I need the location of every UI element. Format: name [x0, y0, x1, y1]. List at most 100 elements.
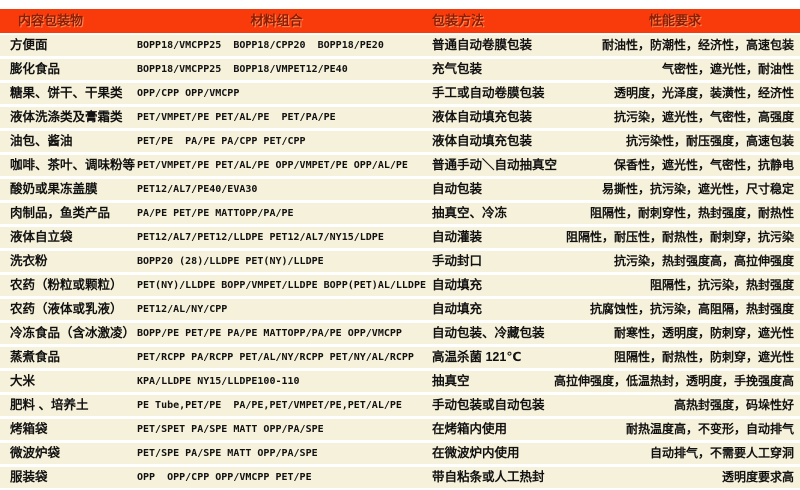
cell-content-item: 烤箱袋 — [10, 422, 48, 436]
cell-material-combination: PET12/AL/NY/CPP — [137, 304, 228, 315]
cell-content-item: 油包、酱油 — [10, 134, 73, 148]
cell-performance-requirements: 易撕性，抗污染，遮光性，尺寸稳定 — [601, 182, 794, 196]
cell-content-item: 服装袋 — [10, 470, 48, 484]
table-row: 洗衣粉 BOPP20 (28)/LLDPE PET(NY)/LLDPE 手动封口 抗污… — [0, 251, 800, 272]
cell-content-item: 液体自立袋 — [10, 230, 73, 244]
cell-performance-requirements: 气密性，遮光性，耐油性 — [661, 62, 794, 76]
cell-performance-requirements: 透明度要求高 — [721, 470, 794, 484]
cell-material-combination: OPP/CPP OPP/VMCPP — [137, 88, 240, 99]
cell-performance-requirements: 抗污染性，耐压强度，高速包装 — [625, 134, 794, 148]
cell-material-combination: PET/RCPP PA/RCPP PET/AL/NY/RCPP PET/NY/A… — [137, 352, 414, 363]
cell-performance-requirements: 自动排气，不需要人工穿洞 — [649, 446, 794, 460]
table-row: 膨化食品 BOPP18/VMCPP25 BOPP18/VMPET12/PE40 充气… — [0, 59, 800, 80]
table-row: 液体洗涤类及膏霜类 PET/VMPET/PE PET/AL/PE PET/PA/P… — [0, 107, 800, 128]
cell-packaging-method: 在烤箱内使用 — [432, 422, 508, 436]
cell-performance-requirements: 透明度，光泽度，装潢性，经济性 — [613, 86, 794, 100]
cell-performance-requirements: 抗污染，遮光性，气密性，高强度 — [613, 110, 794, 124]
table-row: 酸奶或果冻盖膜 PET12/AL7/PE40/EVA30 自动包装 易撕性，抗污染，遮… — [0, 179, 800, 200]
cell-material-combination: PET(NY)/LLDPE BOPP/VMPET/LLDPE BOPP(PET)… — [137, 280, 426, 291]
cell-content-item: 蒸煮食品 — [10, 350, 61, 364]
table-row: 冷冻食品（含冰激凌） BOPP/PE PET/PE PA/PE MATTOPP/P… — [0, 323, 800, 344]
cell-material-combination: PA/PE PET/PE MATTOPP/PA/PE — [137, 208, 294, 219]
cell-packaging-method: 自动包装 — [432, 182, 483, 196]
column-header-contents: 内容包装物 — [18, 13, 84, 28]
cell-material-combination: PET/SPE PA/SPE MATT OPP/PA/SPE — [137, 448, 318, 459]
cell-packaging-method: 手动包装或自动包装 — [432, 398, 545, 412]
cell-material-combination: KPA/LLDPE NY15/LLDPE100-110 — [137, 376, 300, 387]
cell-performance-requirements: 耐寒性，透明度，防刺穿，遮光性 — [613, 326, 794, 340]
table-row: 液体自立袋 PET12/AL7/PET12/LLDPE PET12/AL7/NY1… — [0, 227, 800, 248]
cell-material-combination: PE Tube,PET/PE PA/PE,PET/VMPET/PE,PET/AL… — [137, 400, 402, 411]
table-row: 方便面 BOPP18/VMCPP25 BOPP18/CPP20 BOPP18/PE… — [0, 35, 800, 56]
cell-packaging-method: 带自粘条或人工热封 — [432, 470, 545, 484]
cell-packaging-method: 充气包装 — [432, 62, 483, 76]
table-row: 油包、酱油 PET/PE PA/PE PA/CPP PET/CPP 液体自动填充包装… — [0, 131, 800, 152]
cell-performance-requirements: 高拉伸强度，低温热封，透明度，手挽强度高 — [553, 374, 794, 388]
cell-performance-requirements: 阻隔性，抗污染，热封强度 — [649, 278, 794, 292]
cell-packaging-method: 普通自动卷膜包装 — [432, 38, 533, 52]
cell-performance-requirements: 保香性，遮光性，气密性，抗静电 — [613, 158, 794, 172]
cell-content-item: 农药（液体或乳液） — [10, 302, 123, 316]
cell-packaging-method: 液体自动填充包装 — [432, 110, 533, 124]
cell-performance-requirements: 阻隔性，耐刺穿性，热封强度，耐热性 — [589, 206, 794, 220]
cell-packaging-method: 手工或自动卷膜包装 — [432, 86, 545, 100]
cell-performance-requirements: 高热封强度，码垛性好 — [673, 398, 794, 412]
cell-material-combination: PET/SPET PA/SPE MATT OPP/PA/SPE — [137, 424, 324, 435]
cell-material-combination: PET/VMPET/PE PET/AL/PE PET/PA/PE — [137, 112, 336, 123]
cell-content-item: 咖啡、茶叶、调味粉等 — [10, 158, 136, 172]
column-header-packaging-method: 包装方法 — [432, 13, 485, 28]
cell-content-item: 微波炉袋 — [10, 446, 61, 460]
cell-content-item: 膨化食品 — [10, 62, 61, 76]
cell-packaging-method: 手动封口 — [432, 254, 483, 268]
table-row: 糖果、饼干、干果类 OPP/CPP OPP/VMCPP 手工或自动卷膜包装 透明度，光… — [0, 83, 800, 104]
table-row: 烤箱袋 PET/SPET PA/SPE MATT OPP/PA/SPE 在烤箱内使用… — [0, 419, 800, 440]
cell-content-item: 肉制品，鱼类产品 — [10, 206, 111, 220]
cell-content-item: 酸奶或果冻盖膜 — [10, 182, 98, 196]
cell-material-combination: PET/VMPET/PE PET/AL/PE OPP/VMPET/PE OPP/… — [137, 160, 408, 171]
cell-material-combination: OPP OPP/CPP OPP/VMCPP PET/PE — [137, 472, 312, 483]
cell-packaging-method: 抽真空、冷冻 — [432, 206, 508, 220]
table-row: 农药（液体或乳液） PET12/AL/NY/CPP 自动填充 抗腐蚀性，抗污染，高阻隔… — [0, 299, 800, 320]
table-body: 方便面 BOPP18/VMCPP25 BOPP18/CPP20 BOPP18/PE… — [0, 35, 800, 488]
column-header-performance-requirements: 性能要求 — [648, 13, 701, 28]
cell-content-item: 液体洗涤类及膏霜类 — [10, 110, 123, 124]
table-row: 蒸煮食品 PET/RCPP PA/RCPP PET/AL/NY/RCPP PET/… — [0, 347, 800, 368]
table-row: 肉制品，鱼类产品 PA/PE PET/PE MATTOPP/PA/PE 抽真空、冷冻… — [0, 203, 800, 224]
cell-performance-requirements: 抗污染，热封强度高，高拉伸强度 — [613, 254, 794, 268]
cell-material-combination: BOPP/PE PET/PE PA/PE MATTOPP/PA/PE OPP/V… — [137, 328, 402, 339]
cell-material-combination: BOPP20 (28)/LLDPE PET(NY)/LLDPE — [137, 256, 324, 267]
cell-material-combination: PET/PE PA/PE PA/CPP PET/CPP — [137, 136, 306, 147]
cell-packaging-method: 自动填充 — [432, 278, 483, 292]
cell-packaging-method: 在微波炉内使用 — [432, 446, 520, 460]
cell-performance-requirements: 阻隔性，耐热性，防刺穿，遮光性 — [613, 350, 794, 364]
cell-packaging-method: 液体自动填充包装 — [432, 134, 533, 148]
column-header-material-combination: 材料组合 — [250, 13, 303, 28]
table-header-row: 内容包装物 材料组合 包装方法 性能要求 — [0, 9, 800, 33]
cell-content-item: 方便面 — [10, 38, 48, 52]
table-row: 咖啡、茶叶、调味粉等 PET/VMPET/PE PET/AL/PE OPP/VMP… — [0, 155, 800, 176]
cell-material-combination: BOPP18/VMCPP25 BOPP18/VMPET12/PE40 — [137, 64, 348, 75]
cell-packaging-method: 自动填充 — [432, 302, 483, 316]
cell-packaging-method: 高温杀菌 121℃ — [432, 350, 522, 364]
cell-packaging-method: 自动灌装 — [432, 230, 483, 244]
cell-packaging-method: 普通手动＼自动抽真空 — [432, 158, 558, 172]
cell-content-item: 冷冻食品（含冰激凌） — [10, 326, 136, 340]
cell-material-combination: PET12/AL7/PET12/LLDPE PET12/AL7/NY15/LDP… — [137, 232, 384, 243]
cell-content-item: 洗衣粉 — [10, 254, 48, 268]
cell-performance-requirements: 耐油性，防潮性，经济性，高速包装 — [601, 38, 794, 52]
cell-performance-requirements: 阻隔性，耐压性，耐热性，耐刺穿，抗污染 — [565, 230, 794, 244]
table-row: 大米 KPA/LLDPE NY15/LLDPE100-110 抽真空 高拉伸强度，低温… — [0, 371, 800, 392]
cell-content-item: 农药（粉粒或颗粒） — [10, 278, 123, 292]
table-row: 微波炉袋 PET/SPE PA/SPE MATT OPP/PA/SPE 在微波炉内使… — [0, 443, 800, 464]
cell-performance-requirements: 耐热温度高，不变形，自动排气 — [625, 422, 794, 436]
table-row: 肥料 、培养土 PE Tube,PET/PE PA/PE,PET/VMPET/PE… — [0, 395, 800, 416]
cell-content-item: 大米 — [10, 374, 36, 388]
cell-packaging-method: 抽真空 — [432, 374, 470, 388]
cell-content-item: 糖果、饼干、干果类 — [10, 86, 123, 100]
table-row: 农药（粉粒或颗粒） PET(NY)/LLDPE BOPP/VMPET/LLDPE … — [0, 275, 800, 296]
cell-packaging-method: 自动包装、冷藏包装 — [432, 326, 545, 340]
cell-material-combination: PET12/AL7/PE40/EVA30 — [137, 184, 258, 195]
cell-content-item: 肥料 、培养土 — [10, 398, 89, 412]
cell-material-combination: BOPP18/VMCPP25 BOPP18/CPP20 BOPP18/PE20 — [137, 40, 384, 51]
